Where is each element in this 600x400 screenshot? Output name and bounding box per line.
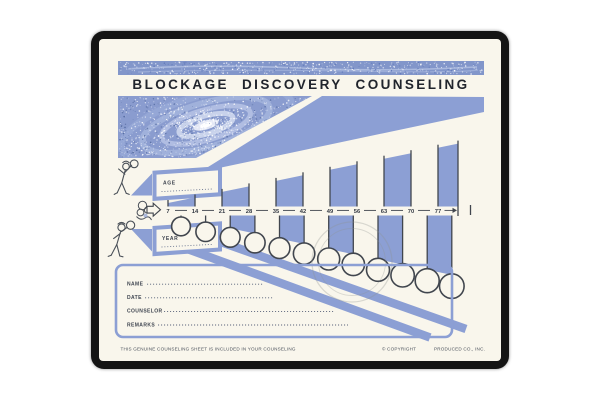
milestone-circle [414,267,441,294]
banner-inner [156,170,218,197]
age-banner-label: AGE [163,181,176,187]
year-banner-label: YEAR [162,236,178,242]
age-tick-label: 56 [354,209,361,215]
figure-arm [124,164,133,174]
milestone-circle [268,236,291,260]
embossed-seal [311,221,393,303]
field-label: DATE [127,295,142,301]
age-flag [330,164,357,207]
milestone-circle [243,231,266,254]
age-tick-label: 63 [381,209,388,215]
age-tick-label: 7 [166,209,169,215]
milestone-circle [365,257,391,283]
field-label: REMARKS [127,322,155,328]
age-fill-below [378,215,403,265]
milestone-circle [219,226,241,249]
age-tick-label: 49 [327,209,334,215]
perspective-stripe-1 [199,230,468,334]
age-tick-label: 14 [192,209,199,215]
milestone-circle [316,247,341,271]
galaxy-top-band [118,61,484,75]
figure-legs [110,243,121,257]
perspective-band-upper [200,96,484,172]
age-timeline: 7 14 21 28 35 42 49 56 63 70 77 [166,140,472,300]
info-box [114,263,454,339]
banner-triangle [131,229,152,252]
age-fill-below [427,215,452,275]
figure-hair [122,160,130,164]
figure-feet [113,192,130,195]
footer-copyright-text: © COPYRIGHT [382,346,416,352]
banner-triangle [131,173,152,196]
age-fill-below [328,215,354,255]
age-tick-label: 77 [435,209,441,215]
figure-hair [117,221,126,225]
timeline-end-arrowhead [452,207,457,213]
figure-head [122,162,130,171]
milestone-circle [170,216,192,237]
age-fill-below [279,215,305,244]
galaxy-band-wisp [125,65,477,71]
age-tick-label: 35 [273,209,280,215]
field-label: COUNSELOR [127,309,163,315]
figure-arm [113,232,121,240]
doodle-figure-top [113,159,139,195]
galaxy-star-dots [118,96,306,158]
age-flag [384,153,411,207]
info-box-fields: NAME DATE COUNSELOR REMARKS [127,282,348,328]
figure-held-ring [129,159,139,169]
galaxy-band-wisp [137,69,479,73]
figure-feet [107,254,124,258]
perspective-stripe-2 [180,243,432,342]
footer-left-text: THIS GENUINE COUNSELING SHEET IS INCLUDE… [121,347,296,352]
age-tick-label: 21 [219,209,226,215]
milestone-circle [390,262,416,288]
age-banner: AGE [131,166,222,201]
age-tick-label: 42 [300,209,306,215]
footer-producer-text: PRODUCED CO., INC. [434,347,485,352]
age-tick-label: 28 [246,209,253,215]
doodle-figure-bottom [107,220,136,258]
figure-held-ring [125,220,136,230]
age-flag [438,143,458,207]
milestone-circle [195,221,217,243]
age-flag [222,186,249,207]
page-title: BLOCKAGE DISCOVERY COUNSELING [132,77,470,92]
age-tick-label: 70 [408,209,414,215]
age-flag [276,175,303,207]
timeline-start-arrow-icon [146,201,162,218]
figure-arm [118,168,126,175]
field-label: NAME [127,282,144,288]
figure-arm [120,226,128,233]
starfield-dots [119,61,483,75]
age-flag [168,197,195,207]
figure-legs [116,182,127,194]
